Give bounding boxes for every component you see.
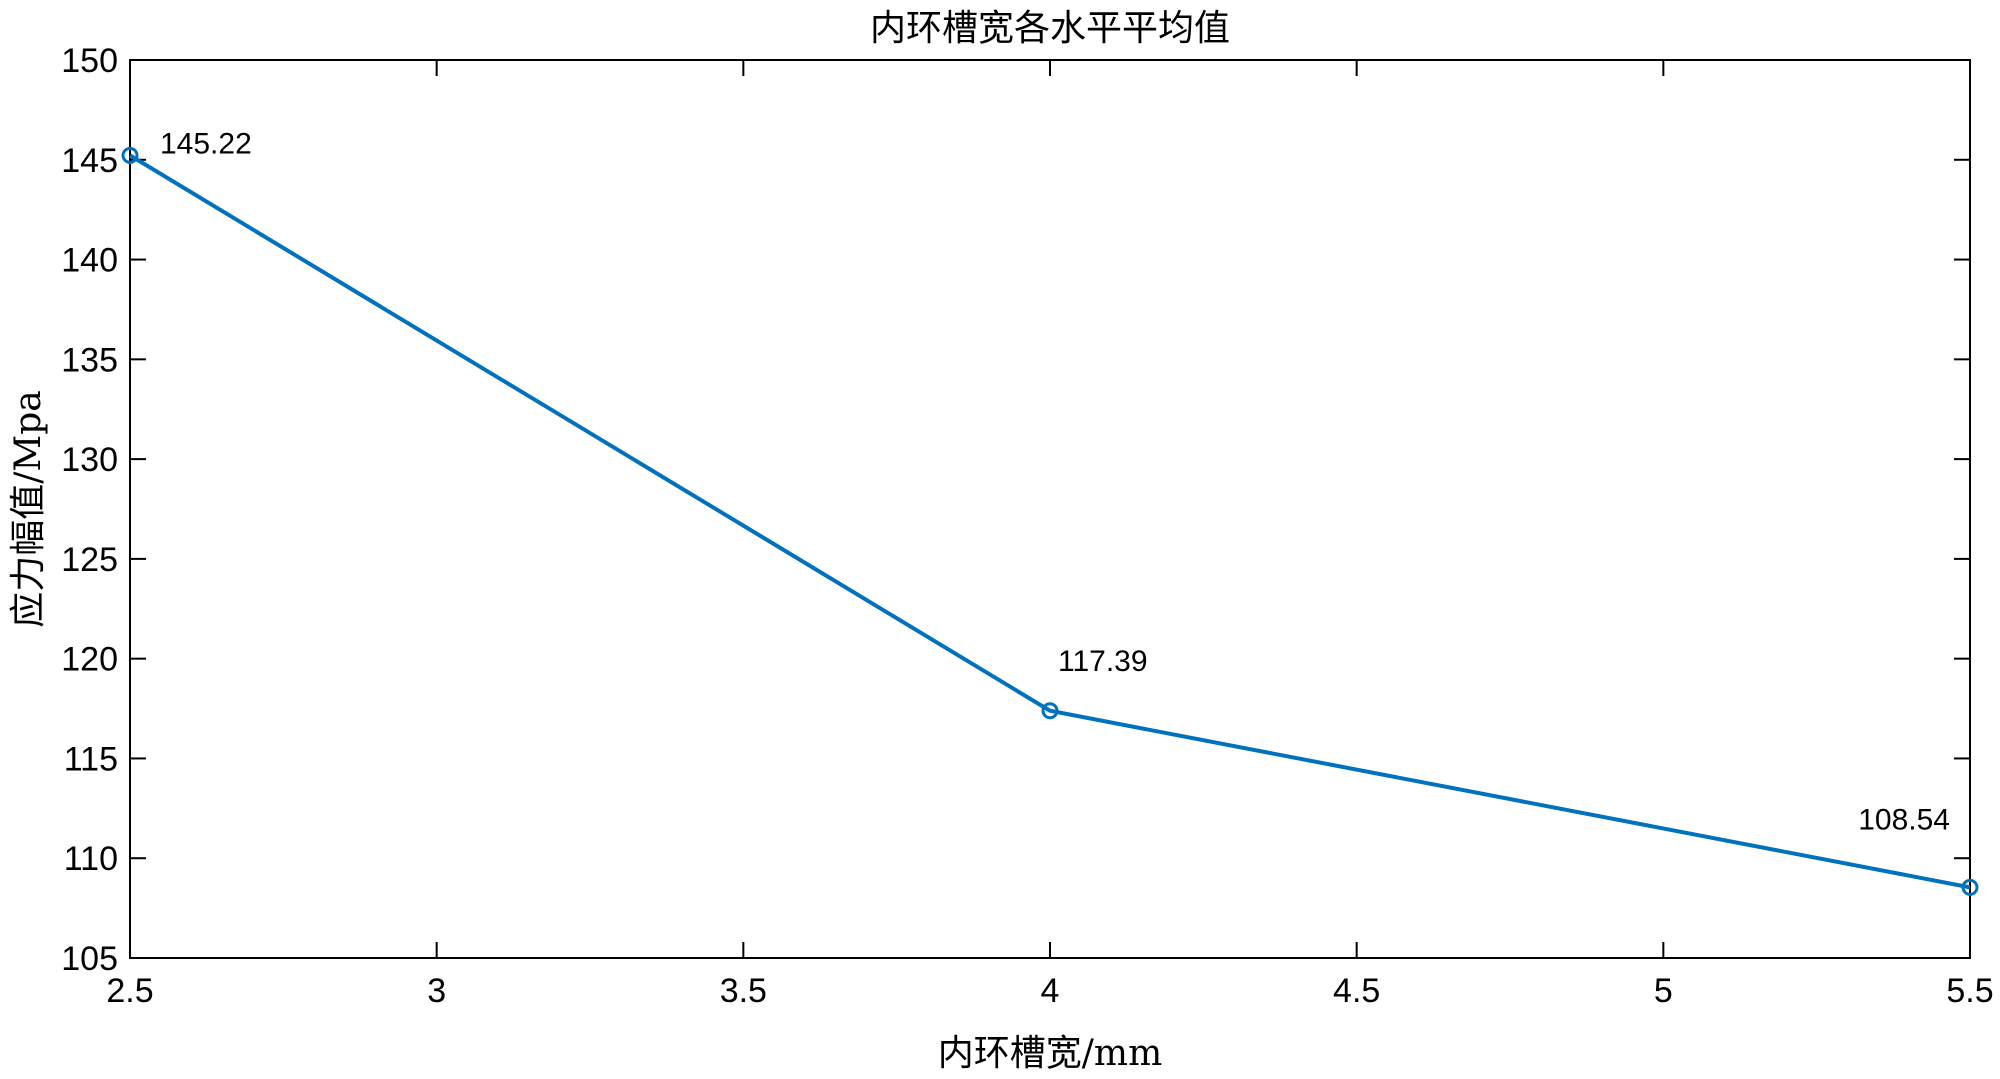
x-tick-label: 4.5: [1333, 972, 1380, 1010]
y-tick-label: 115: [64, 740, 118, 778]
y-tick-label: 150: [61, 42, 118, 80]
y-tick-label: 140: [61, 242, 118, 280]
x-tick-label: 2.5: [106, 972, 153, 1010]
y-tick-label: 130: [61, 441, 118, 479]
x-tick-label: 5.5: [1946, 972, 1993, 1010]
y-tick-label: 110: [64, 840, 118, 878]
y-axis-title: 应力幅值/Mpa: [8, 390, 49, 628]
x-tick-label: 3: [427, 972, 446, 1010]
data-label: 108.54: [1858, 803, 1950, 836]
x-axis-title: 内环槽宽/mm: [938, 1033, 1162, 1074]
data-point: [1961, 878, 1979, 896]
y-tick-label: 120: [61, 641, 118, 679]
x-axis-ticks: 2.5 3 3.5 4 4.5 5 5.5: [106, 60, 1994, 1010]
data-label: 117.39: [1058, 645, 1148, 678]
plot-area: [129, 59, 1971, 959]
x-tick-label: 3.5: [720, 972, 767, 1010]
series-line: [128, 153, 1971, 890]
data-point: [1041, 702, 1059, 720]
y-tick-label: 105: [61, 940, 118, 978]
y-tick-label: 135: [61, 341, 118, 379]
series-layer: 145.22 117.39 108.54: [121, 127, 1979, 896]
data-point: [121, 146, 139, 164]
y-tick-label: 145: [61, 142, 118, 180]
data-label: 145.22: [160, 127, 252, 160]
y-axis-ticks: 105 110 115 120 125 130 135 140 145 150: [61, 42, 1970, 978]
chart-title: 内环槽宽各水平平均值: [870, 8, 1230, 49]
x-tick-label: 4: [1041, 972, 1060, 1010]
x-tick-label: 5: [1654, 972, 1673, 1010]
y-tick-label: 125: [61, 541, 118, 579]
